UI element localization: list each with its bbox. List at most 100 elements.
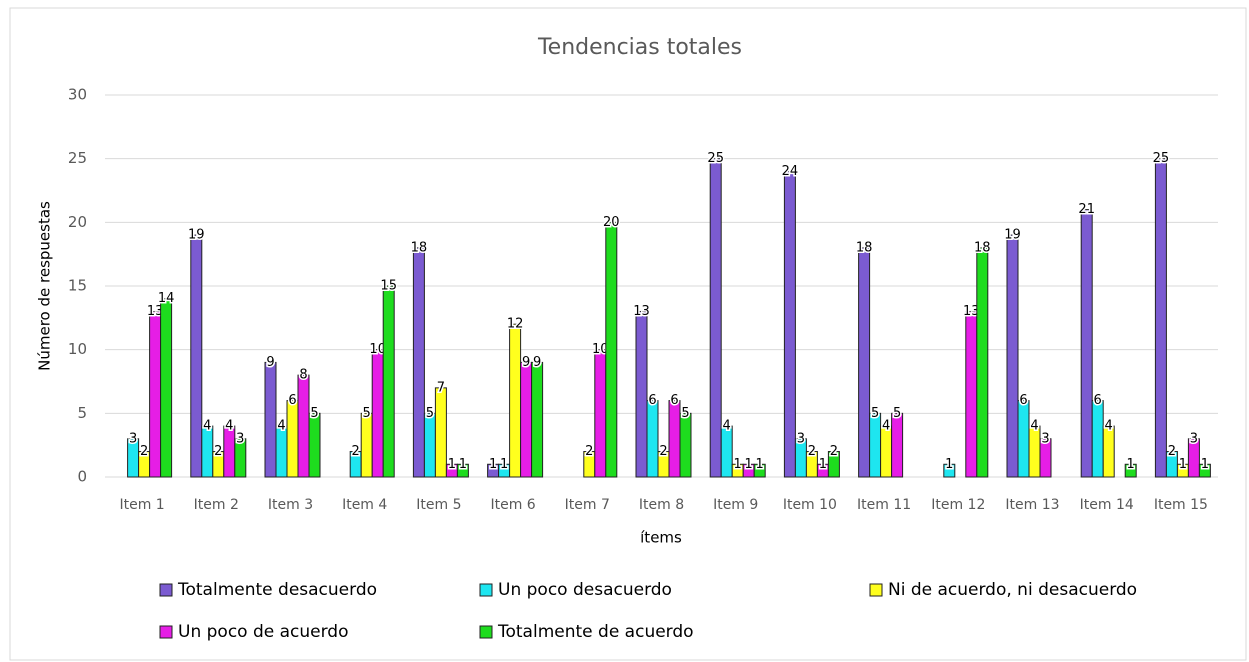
data-label: 13	[633, 304, 650, 319]
data-label: 6	[648, 393, 656, 408]
bar	[382, 285, 395, 478]
x-tick-label: Item 14	[1080, 497, 1134, 513]
bar	[1039, 438, 1052, 478]
data-label: 5	[893, 406, 901, 421]
data-label: 1	[459, 457, 467, 472]
data-label: 1	[745, 457, 753, 472]
data-label: 20	[603, 215, 620, 230]
bar	[201, 425, 214, 478]
bar	[412, 247, 425, 478]
legend-swatch	[479, 625, 493, 639]
bar	[434, 387, 447, 478]
bar	[223, 425, 236, 478]
data-label: 9	[533, 355, 541, 370]
y-tick-label: 15	[68, 277, 87, 295]
bar	[149, 310, 162, 478]
data-label: 1	[500, 457, 508, 472]
legend-label: Un poco desacuerdo	[498, 580, 672, 600]
data-label: 5	[681, 406, 689, 421]
bar	[234, 438, 247, 478]
data-label: 5	[871, 406, 879, 421]
bar	[965, 310, 978, 478]
data-label: 5	[426, 406, 434, 421]
bar	[605, 221, 618, 478]
data-label: 25	[1153, 151, 1170, 166]
data-label: 10	[369, 342, 386, 357]
data-label: 1	[1127, 457, 1135, 472]
data-label: 4	[225, 419, 233, 434]
bar	[360, 412, 373, 478]
data-label: 1	[819, 457, 827, 472]
bar	[594, 349, 607, 478]
data-label: 4	[277, 419, 285, 434]
data-label: 10	[592, 342, 609, 357]
legend-swatch	[159, 583, 173, 597]
bar	[858, 247, 871, 478]
bar	[635, 310, 648, 478]
data-label: 19	[1004, 228, 1021, 243]
data-label: 2	[659, 444, 667, 459]
data-label: 3	[1190, 431, 1198, 446]
data-label: 24	[782, 164, 799, 179]
data-label: 4	[203, 419, 211, 434]
bar	[1102, 425, 1115, 478]
bar	[275, 425, 288, 478]
data-label: 4	[1105, 419, 1113, 434]
x-tick-label: Item 9	[713, 497, 758, 513]
data-label: 3	[129, 431, 137, 446]
data-label: 1	[945, 457, 953, 472]
data-label: 7	[437, 380, 445, 395]
legend-label: Ni de acuerdo, ni desacuerdo	[888, 580, 1137, 600]
data-label: 25	[707, 151, 724, 166]
x-tick-label: Item 8	[639, 497, 684, 513]
bar	[160, 298, 173, 478]
data-label: 18	[974, 240, 991, 255]
data-label: 19	[188, 228, 205, 243]
bar	[668, 400, 681, 478]
data-label: 2	[830, 444, 838, 459]
bar	[1017, 400, 1030, 478]
legend-swatch	[159, 625, 173, 639]
data-label: 12	[507, 317, 524, 332]
bar	[286, 400, 299, 478]
x-axis-title: ítems	[640, 529, 682, 547]
bar	[520, 361, 533, 478]
data-label: 18	[856, 240, 873, 255]
x-tick-label: Item 12	[931, 497, 985, 513]
bar	[646, 400, 659, 478]
x-tick-label: Item 15	[1154, 497, 1208, 513]
bar	[1091, 400, 1104, 478]
data-label: 13	[147, 304, 164, 319]
data-label: 1	[734, 457, 742, 472]
y-tick-label: 25	[68, 149, 87, 167]
data-label: 4	[723, 419, 731, 434]
bar	[891, 412, 904, 478]
bar	[709, 158, 722, 478]
data-label: 21	[1078, 202, 1095, 217]
y-axis-title: Número de respuestas	[36, 201, 54, 371]
data-label: 14	[158, 291, 175, 306]
bar	[509, 323, 522, 478]
bar	[1080, 209, 1093, 478]
data-label: 1	[1201, 457, 1209, 472]
legend-label: Totalmente de acuerdo	[497, 622, 694, 642]
data-label: 5	[310, 406, 318, 421]
bar	[190, 234, 203, 478]
data-label: 13	[963, 304, 980, 319]
bar	[869, 412, 882, 478]
legend-label: Un poco de acuerdo	[178, 622, 349, 642]
chart-title: Tendencias totales	[537, 35, 742, 60]
data-label: 5	[363, 406, 371, 421]
y-tick-label: 5	[77, 404, 87, 422]
bar	[943, 463, 956, 478]
data-label: 1	[1179, 457, 1187, 472]
y-tick-label: 0	[77, 468, 87, 486]
data-label: 1	[756, 457, 764, 472]
data-label: 6	[1094, 393, 1102, 408]
data-label: 4	[882, 419, 890, 434]
data-label: 2	[140, 444, 148, 459]
x-tick-label: Item 1	[119, 497, 164, 513]
x-tick-label: Item 2	[194, 497, 239, 513]
y-tick-label: 20	[68, 213, 87, 231]
